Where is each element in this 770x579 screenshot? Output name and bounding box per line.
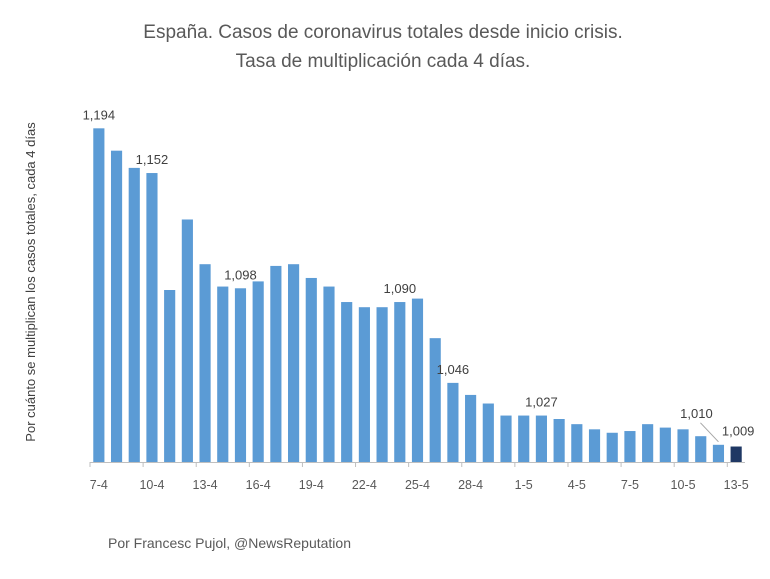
- bar-11-4: [164, 290, 176, 462]
- bar-15-4: [234, 288, 247, 462]
- bar-10-5: [677, 429, 689, 462]
- x-tick-label: 4-5: [568, 478, 586, 492]
- bar-21-4: [341, 302, 353, 462]
- bar-5-5: [588, 429, 601, 462]
- bar-8-5: [642, 424, 654, 462]
- bar-30-4: [500, 415, 512, 462]
- x-tick-label: 10-5: [671, 478, 696, 492]
- data-label: 1,010: [680, 406, 713, 421]
- bar-12-5: [712, 444, 725, 462]
- bar-1-5: [518, 415, 530, 462]
- x-tick-label: 7-4: [90, 478, 108, 492]
- chart-title-line-1: España. Casos de coronavirus totales des…: [143, 22, 622, 43]
- x-tick-label: 10-4: [139, 478, 164, 492]
- chart-title-line-2: Tasa de multiplicación cada 4 días.: [236, 51, 531, 72]
- data-label: 1,098: [224, 267, 257, 282]
- x-tick-label: 13-4: [193, 478, 218, 492]
- bar-6-5: [606, 432, 618, 462]
- bar-3-5: [553, 419, 565, 462]
- bar-28-4: [465, 394, 477, 462]
- bar-4-5: [571, 424, 583, 462]
- bar-10-4: [146, 173, 158, 463]
- bar-11-5: [695, 436, 707, 462]
- credit-text: Por Francesc Pujol, @NewsReputation: [108, 535, 351, 551]
- data-label: 1,090: [384, 281, 417, 296]
- bar-25-4: [411, 298, 424, 462]
- bar-24-4: [394, 302, 406, 462]
- x-tick-label: 28-4: [458, 478, 483, 492]
- bar-14-4: [217, 286, 229, 462]
- bar-13-5: [730, 446, 742, 462]
- bar-26-4: [429, 338, 441, 462]
- x-tick-label: 19-4: [299, 478, 324, 492]
- bar-23-4: [376, 307, 388, 462]
- bar-12-4: [181, 219, 193, 462]
- bar-22-4: [358, 307, 370, 462]
- x-tick-label: 13-5: [724, 478, 749, 492]
- bar-9-4: [128, 167, 140, 462]
- data-label: 1,152: [136, 152, 169, 167]
- bar-8-4: [110, 150, 123, 462]
- data-label: 1,046: [437, 362, 470, 377]
- x-tick-label: 25-4: [405, 478, 430, 492]
- x-tick-label: 1-5: [515, 478, 533, 492]
- bar-19-4: [305, 277, 317, 462]
- x-tick-label: 16-4: [246, 478, 271, 492]
- y-axis-label: Por cuánto se multiplican los casos tota…: [23, 122, 38, 442]
- data-label: 1,027: [525, 395, 558, 410]
- bar-29-4: [482, 403, 494, 462]
- bar-9-5: [659, 427, 671, 462]
- data-label: 1,009: [722, 424, 755, 439]
- x-tick-label: 22-4: [352, 478, 377, 492]
- bar-13-4: [199, 264, 211, 462]
- bar-18-4: [288, 264, 300, 462]
- bar-7-5: [624, 431, 636, 462]
- bar-7-4: [93, 128, 105, 462]
- bar-16-4: [252, 281, 264, 462]
- plot-area: 7-4 10-4 13-4 16-4 19-4 22-4 25-4 28-4 1-5 4-5 7-5…: [83, 107, 755, 492]
- x-tick-label: 7-5: [621, 478, 639, 492]
- data-label-leader-line: [700, 422, 719, 443]
- bar-2-5: [535, 415, 547, 462]
- bar-27-4: [447, 382, 459, 462]
- bar-20-4: [323, 286, 335, 462]
- bar-17-4: [270, 265, 282, 462]
- data-label: 1,194: [83, 107, 116, 122]
